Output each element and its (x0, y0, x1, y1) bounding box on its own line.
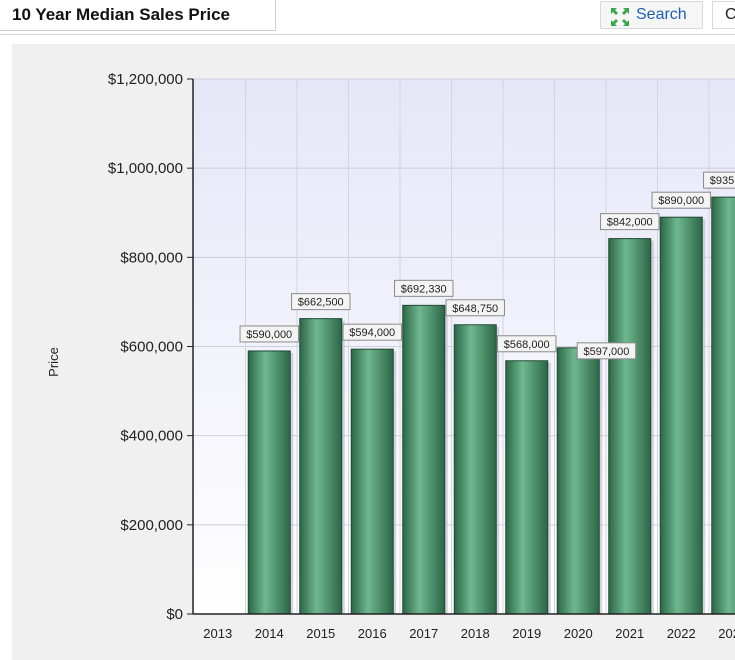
search-button[interactable]: Search (600, 1, 703, 29)
data-label-text: $842,000 (607, 217, 653, 229)
data-label-text: $662,500 (298, 297, 344, 309)
data-label-box (651, 191, 711, 209)
data-label-2014: $590,000 (239, 325, 299, 343)
x-tick-label: 2021 (615, 626, 644, 641)
data-label-2021: $842,000 (600, 213, 660, 231)
data-label-text: $935,000 (710, 175, 735, 187)
x-tick-label: 2015 (306, 626, 335, 641)
bar-2020 (556, 347, 600, 615)
expand-icon (611, 8, 629, 26)
y-tick-label: $800,000 (120, 249, 183, 266)
data-label-2015: $662,500 (291, 293, 351, 311)
bar-2017 (402, 304, 446, 615)
data-label-text: $590,000 (246, 329, 292, 341)
data-label-2019: $568,000 (497, 335, 557, 353)
bar-2014 (247, 350, 291, 615)
data-label-text: $648,750 (452, 303, 498, 315)
bar-2021 (608, 238, 652, 615)
data-label-box (576, 342, 637, 360)
y-tick-label: $0 (166, 606, 183, 623)
y-tick-label: $1,000,000 (108, 160, 183, 177)
data-label-text: $594,000 (349, 327, 395, 339)
data-label-box (445, 299, 505, 317)
header-bar: 10 Year Median Sales Price Search C (0, 0, 735, 35)
x-tick-label: 2013 (203, 626, 232, 641)
bar-2019 (505, 360, 549, 615)
y-axis-title: Price (46, 347, 61, 377)
bar-chart: $0 $200,000 $400,000 $600,000 $800,000 $1,000… (46, 71, 735, 641)
bar-2016 (350, 348, 394, 615)
x-tick-label: 2018 (461, 626, 490, 641)
data-label-2022: $890,000 (651, 191, 711, 209)
chart-title: 10 Year Median Sales Price (12, 5, 230, 24)
data-label-box (342, 323, 402, 341)
data-label-text: $568,000 (504, 339, 550, 351)
x-tick-label: 2016 (358, 626, 387, 641)
next-tab-label: C (725, 6, 735, 24)
data-label-2017: $692,330 (394, 279, 454, 297)
x-tick-label: 2022 (667, 626, 696, 641)
bar-2018 (453, 324, 497, 615)
x-tick-label: 2023 (718, 626, 735, 641)
data-label-box (291, 293, 351, 311)
data-label-text: $692,330 (401, 283, 447, 295)
data-label-box (703, 171, 735, 189)
data-label-box (394, 279, 454, 297)
data-label-2018: $648,750 (445, 299, 505, 317)
next-tab-button[interactable]: C (712, 1, 735, 29)
y-tick-label: $200,000 (120, 517, 183, 534)
x-tick-label: 2017 (409, 626, 438, 641)
data-label-box (600, 213, 660, 231)
bar-2022 (659, 216, 703, 615)
data-label-text: $597,000 (584, 346, 630, 358)
x-tick-label: 2019 (512, 626, 541, 641)
y-tick-label: $1,200,000 (108, 71, 183, 88)
x-tick-label: 2014 (255, 626, 284, 641)
chart-title-tab[interactable]: 10 Year Median Sales Price (0, 0, 276, 31)
chart-container: $0 $200,000 $400,000 $600,000 $800,000 $1,000… (12, 44, 735, 660)
data-label-2016: $594,000 (342, 323, 402, 341)
data-label-box (239, 325, 299, 343)
data-label-text: $890,000 (658, 195, 704, 207)
x-tick-label: 2020 (564, 626, 593, 641)
data-label-box (497, 335, 557, 353)
y-tick-label: $400,000 (120, 428, 183, 445)
bar-2023 (711, 196, 735, 615)
data-label-2020: $597,000 (576, 342, 637, 360)
bar-2015 (299, 318, 343, 615)
search-button-label: Search (636, 6, 687, 23)
data-label-2023: $935,000 (703, 171, 735, 189)
y-tick-label: $600,000 (120, 339, 183, 356)
